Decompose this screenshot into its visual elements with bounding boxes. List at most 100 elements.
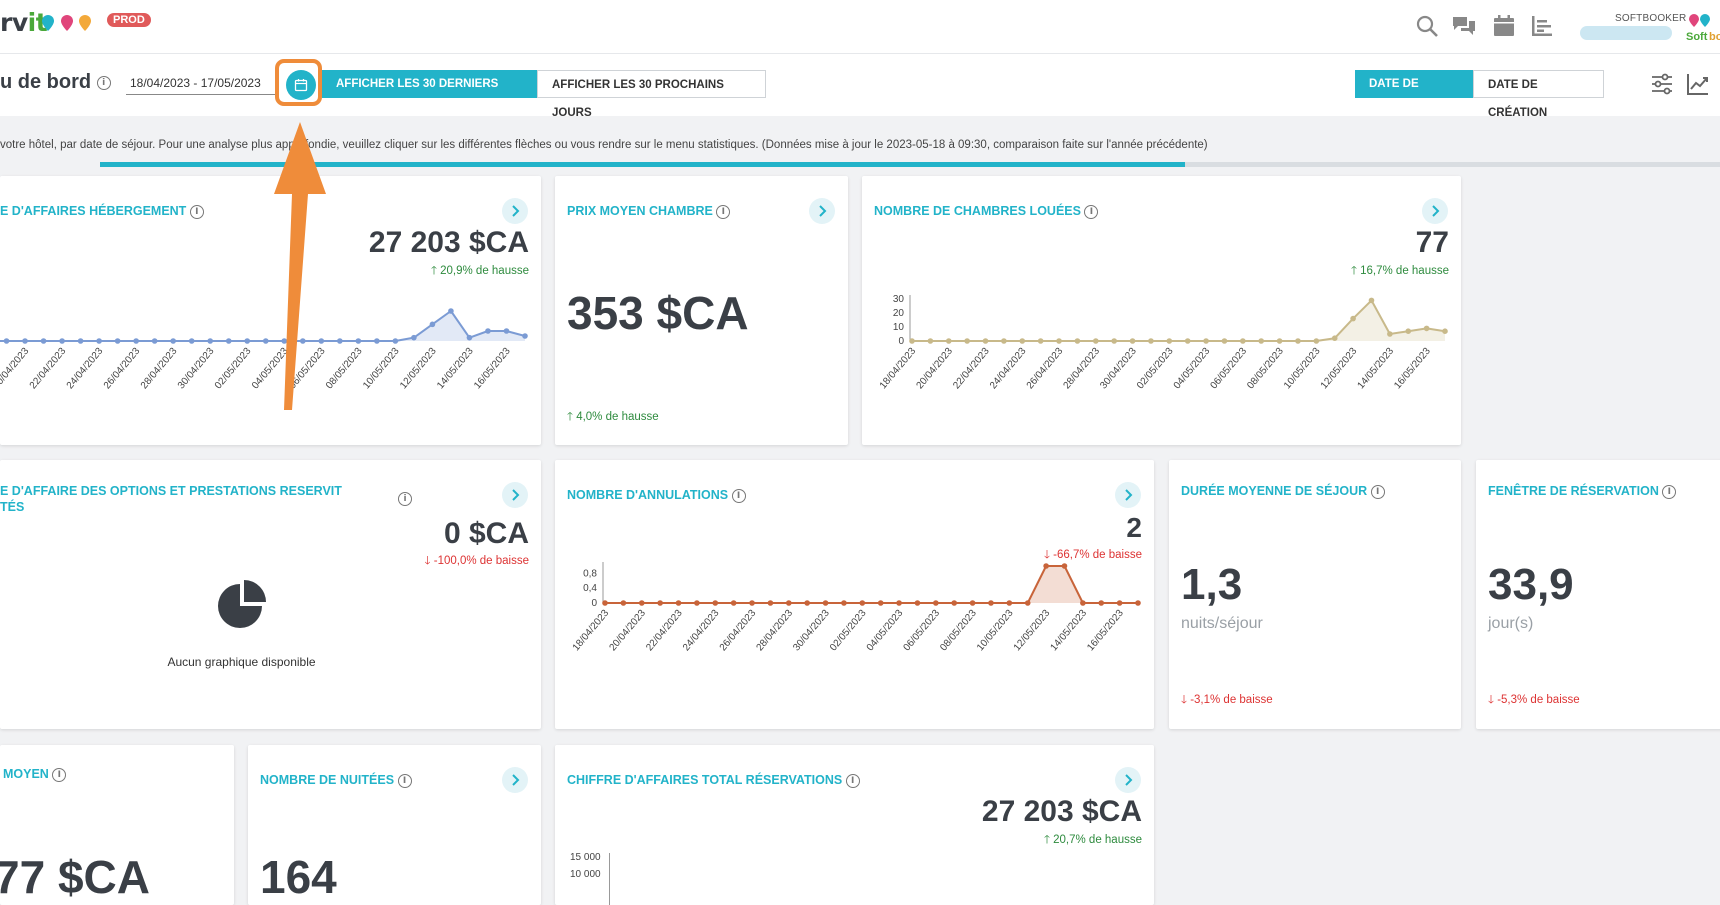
data-point[interactable] — [1001, 338, 1007, 344]
data-point[interactable] — [1037, 338, 1044, 344]
data-point[interactable] — [951, 600, 958, 606]
data-point[interactable] — [1080, 600, 1086, 606]
data-point[interactable] — [767, 600, 774, 606]
data-point[interactable] — [114, 338, 121, 344]
data-point[interactable] — [1166, 338, 1173, 344]
data-point[interactable] — [896, 600, 902, 606]
data-point[interactable] — [1240, 338, 1246, 344]
data-point[interactable] — [1368, 297, 1375, 304]
next-30-days-button[interactable]: AFFICHER LES 30 PROCHAINS JOURS — [537, 70, 766, 119]
app-logo[interactable]: rvit — [0, 8, 48, 37]
data-point[interactable] — [933, 600, 939, 606]
data-point[interactable] — [299, 338, 306, 344]
data-point[interactable] — [620, 600, 627, 606]
data-point[interactable] — [188, 338, 195, 344]
data-point[interactable] — [1043, 563, 1049, 569]
details-button[interactable] — [1422, 198, 1448, 224]
stay-date-button[interactable]: DATE DE SÉJOUR — [1355, 70, 1474, 118]
data-point[interactable] — [262, 338, 269, 344]
info-icon[interactable]: i — [189, 204, 204, 219]
data-point[interactable] — [22, 338, 28, 344]
details-button[interactable] — [502, 482, 528, 508]
data-point[interactable] — [1116, 600, 1123, 606]
data-point[interactable] — [964, 338, 970, 344]
data-point[interactable] — [133, 338, 139, 344]
last-30-days-button[interactable]: AFFICHER LES 30 DERNIERS JOURS — [322, 70, 538, 118]
info-icon[interactable]: i — [731, 488, 746, 503]
data-point[interactable] — [392, 338, 399, 344]
chat-icon[interactable] — [1452, 14, 1476, 38]
data-point[interactable] — [602, 600, 608, 606]
data-point[interactable] — [59, 338, 65, 344]
stats-icon[interactable] — [1530, 14, 1554, 38]
data-point[interactable] — [1061, 563, 1068, 569]
sliders-icon[interactable] — [1650, 72, 1674, 96]
info-icon[interactable]: i — [398, 492, 412, 506]
data-point[interactable] — [945, 338, 952, 344]
data-point[interactable] — [909, 338, 915, 344]
data-point[interactable] — [1331, 335, 1338, 341]
data-point[interactable] — [411, 334, 417, 341]
data-point[interactable] — [1111, 338, 1117, 344]
data-point[interactable] — [675, 600, 682, 606]
data-point[interactable] — [1387, 331, 1393, 337]
data-point[interactable] — [859, 600, 866, 606]
data-point[interactable] — [96, 338, 102, 344]
data-point[interactable] — [503, 328, 510, 334]
data-point[interactable] — [914, 600, 921, 606]
calendar-icon[interactable] — [1492, 14, 1516, 38]
data-point[interactable] — [1295, 338, 1301, 344]
user-name-blurred[interactable] — [1580, 26, 1672, 40]
data-point[interactable] — [1129, 338, 1136, 344]
date-range-input[interactable]: 18/04/2023 - 17/05/2023 — [126, 74, 278, 95]
data-point[interactable] — [3, 338, 10, 344]
info-icon[interactable]: i — [716, 204, 731, 219]
data-point[interactable] — [1258, 338, 1265, 344]
data-point[interactable] — [151, 338, 158, 344]
data-point[interactable] — [374, 338, 380, 344]
data-point[interactable] — [1024, 600, 1031, 606]
data-point[interactable] — [244, 338, 251, 344]
details-button[interactable] — [502, 198, 528, 224]
data-point[interactable] — [969, 600, 976, 606]
data-point[interactable] — [1203, 338, 1209, 344]
data-point[interactable] — [712, 600, 719, 606]
data-point[interactable] — [485, 328, 491, 334]
info-icon[interactable]: i — [1084, 204, 1099, 219]
info-icon[interactable]: i — [397, 773, 412, 788]
data-point[interactable] — [225, 338, 232, 344]
data-point[interactable] — [207, 338, 214, 344]
data-point[interactable] — [988, 600, 994, 606]
data-point[interactable] — [1092, 338, 1099, 344]
data-point[interactable] — [281, 338, 288, 344]
trend-chart-icon[interactable] — [1686, 72, 1710, 96]
info-icon[interactable]: i — [96, 75, 111, 90]
data-point[interactable] — [40, 338, 47, 344]
data-point[interactable] — [318, 338, 325, 344]
data-point[interactable] — [1405, 328, 1412, 334]
data-point[interactable] — [841, 600, 847, 606]
data-point[interactable] — [1423, 325, 1430, 332]
data-point[interactable] — [1006, 600, 1013, 606]
data-point[interactable] — [749, 600, 755, 606]
data-point[interactable] — [1442, 328, 1448, 334]
data-point[interactable] — [1313, 338, 1320, 344]
details-button[interactable] — [809, 198, 835, 224]
data-point[interactable] — [638, 600, 645, 606]
details-button[interactable] — [1115, 482, 1141, 508]
data-point[interactable] — [337, 338, 343, 344]
data-point[interactable] — [1074, 338, 1081, 344]
info-icon[interactable]: i — [52, 767, 67, 782]
details-button[interactable] — [502, 767, 528, 793]
info-icon[interactable]: i — [1370, 484, 1385, 499]
data-point[interactable] — [448, 308, 454, 314]
info-icon[interactable]: i — [1662, 484, 1677, 499]
data-point[interactable] — [355, 338, 362, 344]
data-point[interactable] — [822, 600, 829, 606]
data-point[interactable] — [730, 600, 737, 606]
data-point[interactable] — [429, 321, 436, 328]
data-point[interactable] — [1221, 338, 1228, 344]
user-label[interactable]: SOFTBOOKER — [1615, 13, 1687, 24]
data-point[interactable] — [1184, 338, 1191, 344]
data-point[interactable] — [1019, 338, 1026, 344]
